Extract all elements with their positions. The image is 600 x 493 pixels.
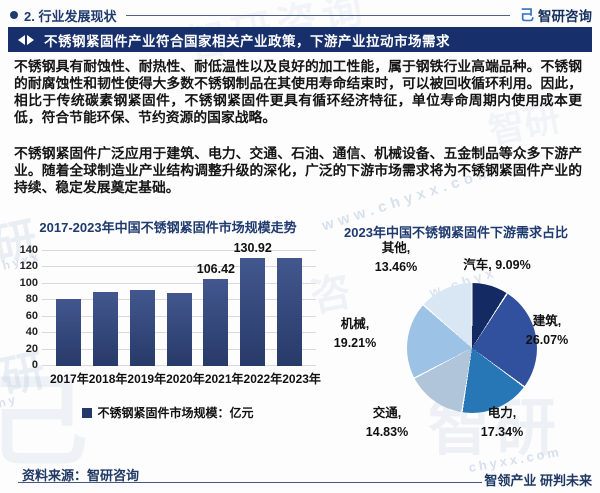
source-note: 资料来源：智研咨询 [22, 468, 140, 483]
y-tick-label: 60 [25, 309, 38, 322]
pie-label-name: 电力, [487, 406, 517, 420]
headline-banner: 不锈钢紧固件产业符合国家相关产业政策，下游产业拉动市场需求 [8, 27, 592, 52]
bar-slot [124, 251, 161, 366]
pie-label-name: 机械, [340, 317, 370, 331]
x-tick-label: 2023年 [282, 372, 321, 386]
bar-2019年 [129, 290, 155, 366]
y-tick-label: 0 [31, 359, 38, 371]
headline-text: 不锈钢紧固件产业符合国家相关产业政策，下游产业拉动市场需求 [44, 33, 450, 49]
bar-slot [271, 251, 308, 366]
x-tick-label: 2017年 [50, 372, 89, 386]
legend-swatch [82, 407, 93, 418]
bar-value-label: 130.92 [233, 241, 272, 256]
y-tick-label: 140 [19, 244, 38, 256]
pie [407, 283, 537, 413]
header-divider [126, 14, 510, 16]
pie-label-其他: 其他, 13.46% [363, 239, 429, 277]
pie-label-value: 26.07% [525, 333, 569, 347]
y-tick-label: 120 [19, 260, 38, 273]
x-tick-label: 2021年 [204, 372, 244, 386]
bar-2023年 [277, 258, 303, 366]
x-tick-label: 2022年 [243, 372, 283, 386]
section-title: 2. 行业发展现状 [24, 8, 117, 24]
bar-slot: 106.42 [197, 251, 235, 366]
gridline: 100 [20, 277, 316, 289]
bullet-icon [10, 11, 18, 19]
bar-chart: 2017-2023年中国不锈钢紧固件市场规模走势 0 20 40 60 80 100 120… [18, 212, 321, 452]
bar-2017年 [55, 299, 81, 366]
bars-group: 106.42 130.92 [50, 241, 308, 366]
pie-label-name: 交通, [372, 406, 402, 420]
bar-chart-title: 2017-2023年中国不锈钢紧固件市场规模走势 [39, 220, 297, 235]
bar-slot: 130.92 [234, 241, 272, 366]
pie-label-value: 19.21% [333, 336, 377, 350]
footer-divider [18, 482, 482, 483]
pie-label-机械: 机械, 19.21% [322, 315, 388, 353]
bar-value-label: 106.42 [196, 261, 235, 276]
pie-label-电力: 电力, 17.34% [469, 404, 535, 442]
brand-slogan: 智领产业 研判未来 [484, 473, 592, 488]
paragraph-2: 不锈钢紧固件广泛应用于建筑、电力、交通、石油、通信、机械设备、五金制品等众多下游… [14, 146, 582, 195]
brand-name: 智研咨询 [538, 9, 592, 24]
pie-label-value: 13.46% [374, 260, 418, 274]
pie-label-name: 建筑, [532, 314, 562, 328]
x-tick-label: 2019年 [127, 372, 167, 386]
bar-slot [87, 251, 124, 366]
pie-label-建筑: 建筑, 26.07% [514, 312, 580, 350]
page-header: 2. 行业发展现状 己 智研咨询 [10, 6, 592, 24]
bar-slot [50, 251, 87, 366]
paragraph-1: 不锈钢具有耐蚀性、耐热性、耐低温性以及良好的加工性能，属于钢铁行业高端品种。不锈… [14, 59, 582, 125]
bar-2022年: 130.92 [234, 241, 272, 366]
pie-chart-title: 2023年中国不锈钢紧固件下游需求占比 [344, 225, 568, 240]
brand-logo-icon: 己 [520, 7, 534, 23]
y-tick-label: 100 [19, 276, 38, 289]
diamond-icon [18, 34, 34, 45]
pie-label-value: 14.83% [365, 425, 409, 439]
watermark: hy [0, 391, 20, 411]
gridline: 120 [20, 260, 316, 272]
bar-slot [161, 251, 198, 366]
bar-chart-x-axis: 2017年 2018年 2019年 2020年 2021年 2022年 2023年 [50, 370, 321, 387]
pie-label-汽车: 汽车, 9.09% [463, 258, 531, 272]
bar-chart-legend: 不锈钢紧固件市场规模：亿元 [18, 404, 318, 421]
gridline: 140 [20, 244, 316, 256]
bar-2020年 [166, 292, 192, 366]
legend-label: 不锈钢紧固件市场规模：亿元 [97, 406, 254, 420]
bar-2018年 [92, 292, 118, 366]
x-tick-label: 2020年 [166, 372, 205, 386]
x-tick-label: 2018年 [88, 372, 128, 386]
bar-chart-plot: 0 20 40 60 80 100 120 140 106.42 130.92 [20, 241, 316, 371]
y-tick-label: 80 [25, 293, 38, 306]
pie-label-value: 17.34% [480, 425, 524, 439]
bar-2021年: 106.42 [197, 262, 235, 366]
pie-label-name: 其他, [381, 241, 411, 255]
y-tick-label: 40 [25, 326, 38, 339]
pie-chart: 2023年中国不锈钢紧固件下游需求占比 汽车, 9.09% 建筑, 26.07% 电力… [312, 212, 600, 452]
y-tick-label: 20 [25, 342, 38, 355]
brand-logo: 己 智研咨询 [520, 5, 592, 25]
pie-label-交通: 交通, 14.83% [354, 404, 420, 442]
